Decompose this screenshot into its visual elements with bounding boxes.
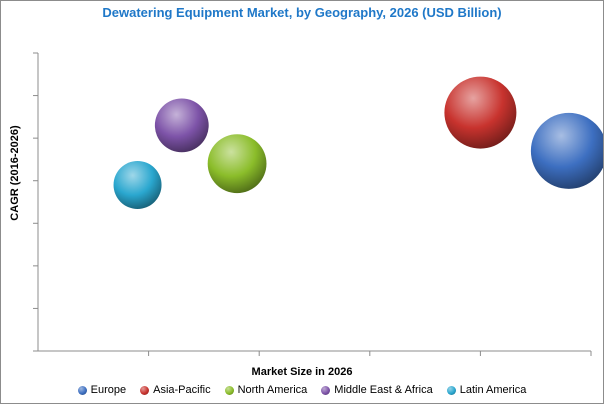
legend-label: Europe xyxy=(90,384,127,396)
legend-marker xyxy=(224,385,234,395)
legend-label: Middle East & Africa xyxy=(334,384,433,396)
legend-item: Latin America xyxy=(446,384,527,396)
bubble-latin-america xyxy=(113,160,162,209)
legend-item: Middle East & Africa xyxy=(321,384,433,396)
legend-marker xyxy=(77,385,87,395)
chart-title: Dewatering Equipment Market, by Geograph… xyxy=(102,5,502,20)
legend-label: Asia-Pacific xyxy=(153,384,211,396)
x-axis-label: Market Size in 2026 xyxy=(251,366,353,378)
legend-item: North America xyxy=(224,384,308,396)
bubble-middle-east-africa xyxy=(154,98,209,153)
legend-label: Latin America xyxy=(459,384,527,396)
bubble-asia-pacific xyxy=(444,76,517,149)
legend-item: Europe xyxy=(77,384,127,396)
legend-marker xyxy=(321,385,331,395)
legend-item: Asia-Pacific xyxy=(140,384,211,396)
legend-label: North America xyxy=(237,384,308,396)
bubble-europe xyxy=(530,112,603,189)
bubble-north-america xyxy=(207,134,267,194)
legend-marker xyxy=(446,385,456,395)
legend-marker xyxy=(140,385,150,395)
y-axis-label: CAGR (2016-2026) xyxy=(9,125,21,221)
legend: Europe Asia-Pacific North America Middle Ea… xyxy=(1,384,603,396)
